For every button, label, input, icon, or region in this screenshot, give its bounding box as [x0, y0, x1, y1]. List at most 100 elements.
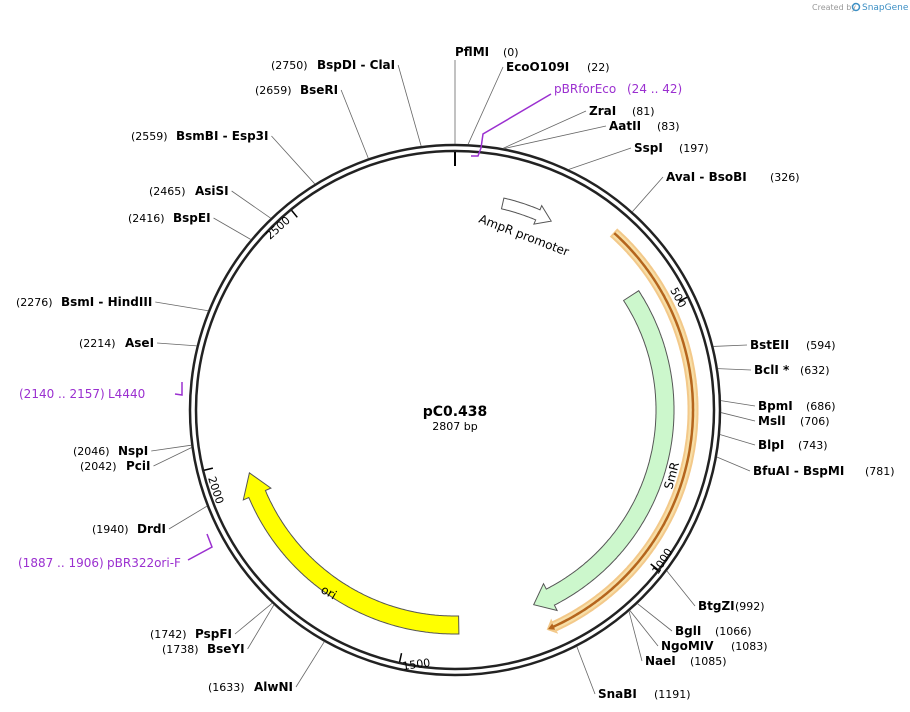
site-name: BpmI [758, 399, 793, 413]
site-position: (197) [679, 142, 709, 155]
site-leader [153, 447, 192, 467]
feature-label: ori [319, 582, 340, 602]
site-name: BfuAI - BspMI [753, 464, 844, 478]
site-position: (326) [770, 171, 800, 184]
primer-name: pBR322ori-F [107, 556, 181, 570]
primer-name: L4440 [108, 387, 145, 401]
site-name: NgoMIV [661, 639, 714, 653]
ruler-tick [203, 467, 214, 471]
site-leader [713, 344, 748, 347]
ruler-tick [398, 653, 403, 663]
site-name: SnaBI [598, 687, 637, 701]
site-position: (0) [503, 46, 519, 59]
site-position: (2416) [128, 212, 165, 225]
site-leader [632, 176, 664, 212]
created-by: Created by [812, 3, 856, 12]
site-position: (2276) [16, 296, 53, 309]
site-leader [637, 603, 673, 632]
site-leader [295, 641, 325, 688]
site-leader [666, 570, 696, 607]
site-leader [719, 434, 756, 446]
site-name: BtgZI [698, 599, 735, 613]
primer-range: (1887 .. 1906) [18, 556, 104, 570]
site-name: BspEI [173, 211, 211, 225]
feature-arrow [242, 472, 460, 635]
site-leader [720, 412, 756, 422]
site-name: AatII [609, 119, 641, 133]
site-name: BclI * [754, 363, 790, 377]
site-name: NspI [118, 444, 148, 458]
site-position: (83) [657, 120, 680, 133]
site-name: AlwNI [254, 680, 293, 694]
site-position: (632) [800, 364, 830, 377]
site-name: MslI [758, 414, 786, 428]
ruler-tick [291, 209, 298, 218]
primer-mark [187, 533, 213, 561]
site-position: (2559) [131, 130, 168, 143]
site-name: BseRI [300, 83, 338, 97]
site-position: (743) [798, 439, 828, 452]
primer-mark [471, 93, 552, 157]
site-position: (22) [587, 61, 610, 74]
backbone-inner [194, 149, 716, 671]
site-leader [151, 444, 192, 452]
plasmid-size: 2807 bp [432, 420, 477, 433]
site-name: BstEII [750, 338, 789, 352]
site-position: (781) [865, 465, 895, 478]
site-position: (2046) [73, 445, 110, 458]
site-leader [397, 64, 422, 147]
site-leader [155, 301, 209, 312]
ruler-label: 1500 [402, 656, 432, 673]
site-name: SspI [634, 141, 663, 155]
feature-label: AmpR promoter [477, 212, 571, 259]
site-name: PciI [126, 459, 151, 473]
site-position: (1066) [715, 625, 752, 638]
site-leader [502, 110, 587, 149]
site-name: DrdI [137, 522, 166, 536]
primer-range: (2140 .. 2157) [19, 387, 105, 401]
site-leader [168, 505, 208, 530]
site-name: AseI [125, 336, 154, 350]
site-position: (1085) [690, 655, 727, 668]
brand-logo [851, 2, 861, 12]
ruler-tick [678, 296, 688, 302]
feature-arrow [532, 290, 675, 612]
site-name: EcoO109I [506, 60, 569, 74]
site-leader [629, 610, 659, 647]
primer-name: pBRforEco [554, 82, 616, 96]
site-name: PspFI [195, 627, 232, 641]
site-position: (81) [632, 105, 655, 118]
site-leader [231, 190, 271, 219]
primer-mark [174, 382, 183, 396]
site-leader [717, 368, 752, 371]
site-name: PflMI [455, 45, 489, 59]
site-leader [716, 456, 751, 472]
site-leader [340, 89, 369, 159]
site-name: NaeI [645, 654, 676, 668]
site-position: (706) [800, 415, 830, 428]
site-leader [234, 602, 273, 635]
site-position: (594) [806, 339, 836, 352]
site-position: (1940) [92, 523, 129, 536]
site-leader [213, 217, 252, 240]
site-leader [568, 147, 632, 170]
site-name: ZraI [589, 104, 616, 118]
site-leader [720, 400, 756, 407]
site-leader [467, 66, 504, 145]
site-position: (992) [735, 600, 765, 613]
backbone-outer [188, 143, 722, 677]
site-position: (2750) [271, 59, 308, 72]
site-name: BglI [675, 624, 701, 638]
site-position: (2659) [255, 84, 292, 97]
feature-label: SmR [661, 460, 682, 490]
feature-arrow [500, 197, 553, 225]
site-leader [247, 604, 275, 650]
brand: SnapGene [862, 3, 909, 13]
site-leader [504, 125, 607, 149]
primer-range: (24 .. 42) [627, 82, 682, 96]
site-name: BspDI - ClaI [317, 58, 395, 72]
site-position: (1633) [208, 681, 245, 694]
site-name: BsmBI - Esp3I [176, 129, 268, 143]
site-name: BsmI - HindIII [61, 295, 152, 309]
